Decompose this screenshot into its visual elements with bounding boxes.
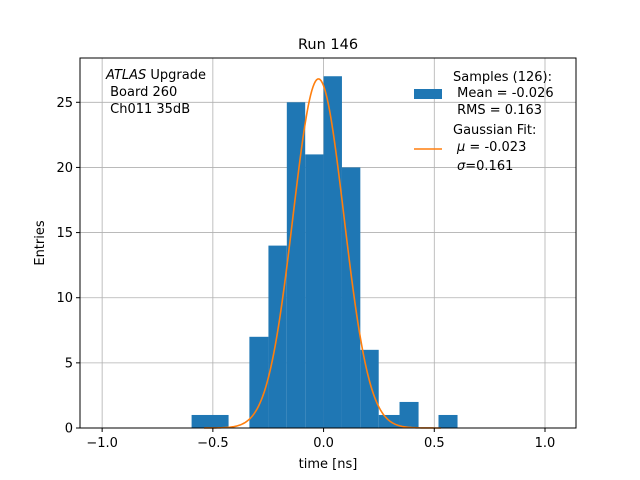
x-tick-label: 1.0 xyxy=(535,436,556,451)
chart-title: Run 146 xyxy=(298,37,358,53)
legend-samples-swatch xyxy=(414,89,442,99)
histogram-bar xyxy=(191,414,229,428)
legend-fit-mu-value: = -0.023 xyxy=(465,140,526,155)
sigma-symbol: σ xyxy=(457,159,466,174)
x-tick-label: 0.0 xyxy=(313,436,334,451)
y-tick-label: 25 xyxy=(56,96,73,111)
histogram-bar xyxy=(341,167,361,428)
x-axis-label: time [ns] xyxy=(299,457,358,472)
legend-fit-sigma: σ=0.161 xyxy=(457,159,513,174)
annotation-upgrade: Upgrade xyxy=(146,68,206,83)
legend-samples-mean: Mean = -0.026 xyxy=(453,86,554,101)
x-tick-label: 0.5 xyxy=(424,436,445,451)
histogram-bar xyxy=(268,245,287,428)
histogram-bar xyxy=(286,102,306,428)
y-tick-label: 5 xyxy=(65,356,73,371)
y-tick-label: 20 xyxy=(56,161,73,176)
y-tick-label: 0 xyxy=(65,422,73,437)
legend-samples-title: Samples (126): xyxy=(453,70,552,85)
y-axis-label: Entries xyxy=(33,220,48,266)
annotation-channel: Ch011 35dB xyxy=(106,102,190,117)
y-tick-label: 10 xyxy=(56,291,73,306)
run-annotation: ATLAS Upgrade Board 260 Ch011 35dB xyxy=(105,68,206,117)
gaussian-fit-curve xyxy=(203,78,441,429)
y-tick-label: 15 xyxy=(56,226,73,241)
plot-frame xyxy=(79,57,577,429)
histogram-bar xyxy=(399,401,419,428)
x-tick-label: −0.5 xyxy=(197,436,229,451)
annotation-line-1: ATLAS Upgrade xyxy=(105,68,206,83)
legend-fit-mu: μ = -0.023 xyxy=(456,140,526,155)
legend-fit-sigma-value: =0.161 xyxy=(465,159,513,174)
histogram-bar xyxy=(305,154,324,428)
mu-symbol: μ xyxy=(456,140,465,155)
histogram-bar xyxy=(249,336,269,428)
annotation-board: Board 260 xyxy=(106,85,177,100)
legend-samples-rms: RMS = 0.163 xyxy=(453,103,542,118)
legend: Samples (126): Mean = -0.026 RMS = 0.163… xyxy=(414,70,554,174)
x-tick-label: −1.0 xyxy=(86,436,118,451)
gaussian-fit-layer xyxy=(203,78,441,429)
histogram-bar xyxy=(360,349,379,428)
histogram-bar xyxy=(438,414,458,428)
legend-fit-title: Gaussian Fit: xyxy=(453,123,536,138)
axis-ticks: −1.0 −0.5 0.0 0.5 1.0 0 5 10 15 20 25 xyxy=(56,96,555,451)
annotation-atlas: ATLAS xyxy=(105,68,146,83)
